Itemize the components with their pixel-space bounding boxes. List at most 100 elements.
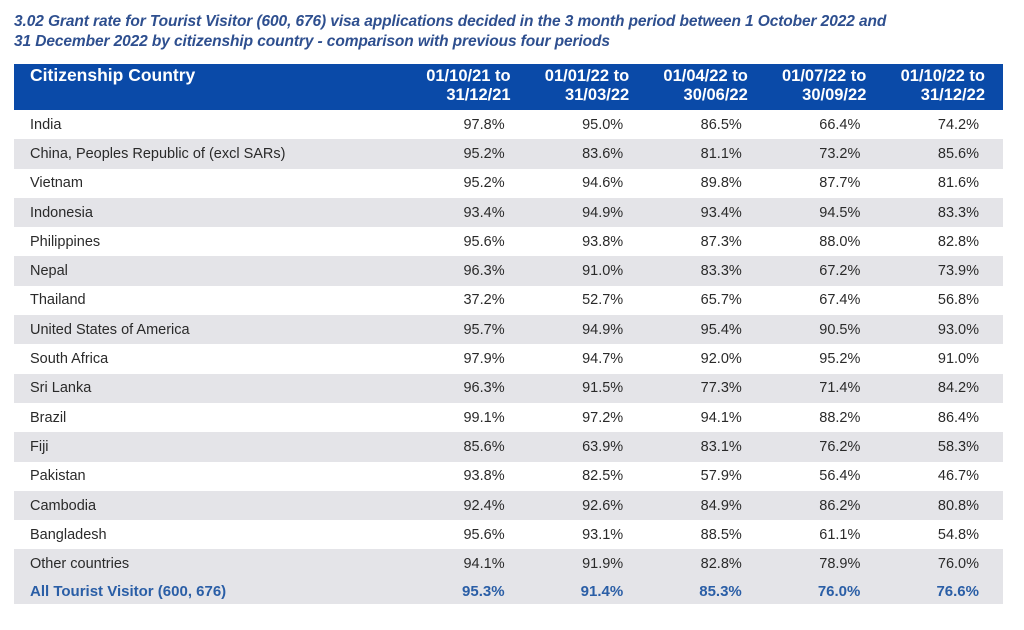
total-label: All Tourist Visitor (600, 676) <box>30 582 227 600</box>
grant-rate-cell: 46.7% <box>937 468 979 485</box>
grant-rate-cell: 81.1% <box>700 145 742 162</box>
column-header-period: 01/10/21 to 31/12/21 <box>410 64 529 110</box>
grant-rate-cell: 96.3% <box>463 380 505 397</box>
country-cell: India <box>30 116 62 133</box>
grant-rate-cell: 82.5% <box>582 468 624 485</box>
caption-line-1: 3.02 Grant rate for Tourist Visitor (600… <box>14 13 887 30</box>
grant-rate-cell: 94.1% <box>700 409 742 426</box>
table-row: China, Peoples Republic of (excl SARs) 95… <box>14 139 1003 169</box>
period-header-start: 01/10/22 to <box>900 67 985 85</box>
grant-rate-cell: 57.9% <box>700 468 742 485</box>
table-row: Brazil 99.1% 97.2% 94.1% 88.2% 86.4% <box>14 402 1003 433</box>
grant-rate-cell: 88.0% <box>819 233 861 250</box>
period-header-end: 31/03/22 <box>564 86 630 104</box>
table-row: South Africa 97.9% 94.7% 92.0% 95.2% 91.0% <box>14 344 1003 374</box>
grant-rate-cell: 91.9% <box>582 556 624 573</box>
total-rate-cell: 85.3% <box>699 582 742 600</box>
grant-rate-cell: 91.0% <box>937 351 979 368</box>
grant-rate-cell: 97.9% <box>463 351 505 368</box>
period-header-end: 30/09/22 <box>802 86 867 104</box>
column-header-period: 01/07/22 to 30/09/22 <box>766 64 885 110</box>
country-cell: Indonesia <box>30 204 93 221</box>
total-row: All Tourist Visitor (600, 676) 95.3% 91.4%… <box>14 578 1003 604</box>
country-cell: Cambodia <box>30 497 97 514</box>
grant-rate-cell: 93.4% <box>463 204 505 221</box>
table-row: Vietnam 95.2% 94.6% 89.8% 87.7% 81.6% <box>14 168 1003 198</box>
table-row: Indonesia 93.4% 94.9% 93.4% 94.5% 83.3% <box>14 197 1003 228</box>
grant-rate-cell: 80.8% <box>937 497 979 514</box>
grant-rate-cell: 65.7% <box>700 292 742 309</box>
table-row: Philippines 95.6% 93.8% 87.3% 88.0% 82.8% <box>14 227 1003 257</box>
grant-rate-cell: 78.9% <box>819 556 861 573</box>
period-header-end: 30/06/22 <box>683 86 748 104</box>
grant-rate-cell: 95.2% <box>819 351 861 368</box>
grant-rate-cell: 99.1% <box>463 409 505 426</box>
grant-rate-cell: 95.0% <box>582 116 624 133</box>
grant-rate-cell: 94.1% <box>463 556 505 573</box>
table-row: Bangladesh 95.6% 93.1% 88.5% 61.1% 54.8% <box>14 520 1003 550</box>
grant-rate-cell: 83.3% <box>937 204 979 221</box>
grant-rate-cell: 93.0% <box>937 321 979 338</box>
total-rate-cell: 91.4% <box>580 582 624 600</box>
grant-rate-cell: 87.3% <box>700 233 742 250</box>
country-cell: China, Peoples Republic of (excl SARs) <box>30 145 286 162</box>
grant-rate-cell: 73.9% <box>937 263 979 280</box>
grant-rate-cell: 86.2% <box>819 497 861 514</box>
table-row: Pakistan 93.8% 82.5% 57.9% 56.4% 46.7% <box>14 461 1003 491</box>
grant-rate-cell: 95.7% <box>463 321 505 338</box>
country-cell: Bangladesh <box>30 526 107 543</box>
grant-rate-cell: 97.2% <box>582 409 624 426</box>
country-cell: Philippines <box>30 233 101 250</box>
grant-rate-cell: 83.1% <box>700 438 742 455</box>
grant-rate-cell: 92.6% <box>582 497 624 514</box>
grant-rate-cell: 58.3% <box>937 438 979 455</box>
grant-rate-cell: 93.8% <box>582 233 624 250</box>
grant-rate-cell: 66.4% <box>819 116 861 133</box>
grant-rate-cell: 83.3% <box>700 263 742 280</box>
table-header-row: Citizenship Country 01/10/21 to 31/12/21… <box>14 64 1003 110</box>
column-header-period: 01/01/22 to 31/03/22 <box>529 64 648 110</box>
grant-rate-cell: 87.7% <box>819 175 861 192</box>
grant-rate-cell: 73.2% <box>819 145 861 162</box>
grant-rate-cell: 67.4% <box>819 292 861 309</box>
total-rate-cell: 76.0% <box>817 582 861 600</box>
grant-rate-cell: 82.8% <box>937 233 979 250</box>
grant-rate-cell: 97.8% <box>463 116 505 133</box>
grant-rate-cell: 85.6% <box>937 145 979 162</box>
country-cell: Vietnam <box>30 175 83 192</box>
period-header-start: 01/07/22 to <box>781 67 867 85</box>
grant-rate-cell: 88.5% <box>700 526 742 543</box>
total-rate-cell: 76.6% <box>936 582 979 600</box>
country-cell: Thailand <box>30 292 86 309</box>
grant-rate-cell: 84.2% <box>937 380 979 397</box>
grant-rate-cell: 92.0% <box>700 351 742 368</box>
period-header-start: 01/01/22 to <box>544 67 630 85</box>
period-header-end: 31/12/22 <box>920 86 985 104</box>
grant-rate-cell: 84.9% <box>700 497 742 514</box>
grant-rate-cell: 93.4% <box>700 204 742 221</box>
grant-rate-cell: 95.6% <box>463 233 505 250</box>
grant-rate-cell: 95.6% <box>463 526 505 543</box>
grant-rate-cell: 83.6% <box>582 145 624 162</box>
grant-rate-cell: 96.3% <box>463 263 505 280</box>
country-cell: Other countries <box>30 556 130 573</box>
grant-rate-cell: 74.2% <box>937 116 979 133</box>
table-row: Nepal 96.3% 91.0% 83.3% 67.2% 73.9% <box>14 256 1003 286</box>
caption-line-2: 31 December 2022 by citizenship country … <box>14 33 610 50</box>
column-header-period: 01/04/22 to 30/06/22 <box>647 64 766 110</box>
grant-rate-cell: 37.2% <box>463 292 505 309</box>
grant-rate-cell: 92.4% <box>463 497 505 514</box>
grant-rate-table: Citizenship Country 01/10/21 to 31/12/21… <box>14 64 1003 604</box>
grant-rate-cell: 91.5% <box>582 380 624 397</box>
grant-rate-cell: 85.6% <box>463 438 505 455</box>
grant-rate-cell: 86.4% <box>937 409 979 426</box>
column-header-period: 01/10/22 to 31/12/22 <box>884 64 1003 110</box>
grant-rate-cell: 89.8% <box>700 175 742 192</box>
table-row: United States of America 95.7% 94.9% 95.4% 9… <box>14 315 1003 345</box>
grant-rate-cell: 95.4% <box>700 321 742 338</box>
grant-rate-cell: 94.9% <box>582 204 624 221</box>
grant-rate-cell: 88.2% <box>819 409 861 426</box>
grant-rate-cell: 52.7% <box>582 292 624 309</box>
grant-rate-cell: 76.0% <box>937 556 979 573</box>
table-row: Other countries 94.1% 91.9% 82.8% 78.9% 76.0% <box>14 549 1003 579</box>
